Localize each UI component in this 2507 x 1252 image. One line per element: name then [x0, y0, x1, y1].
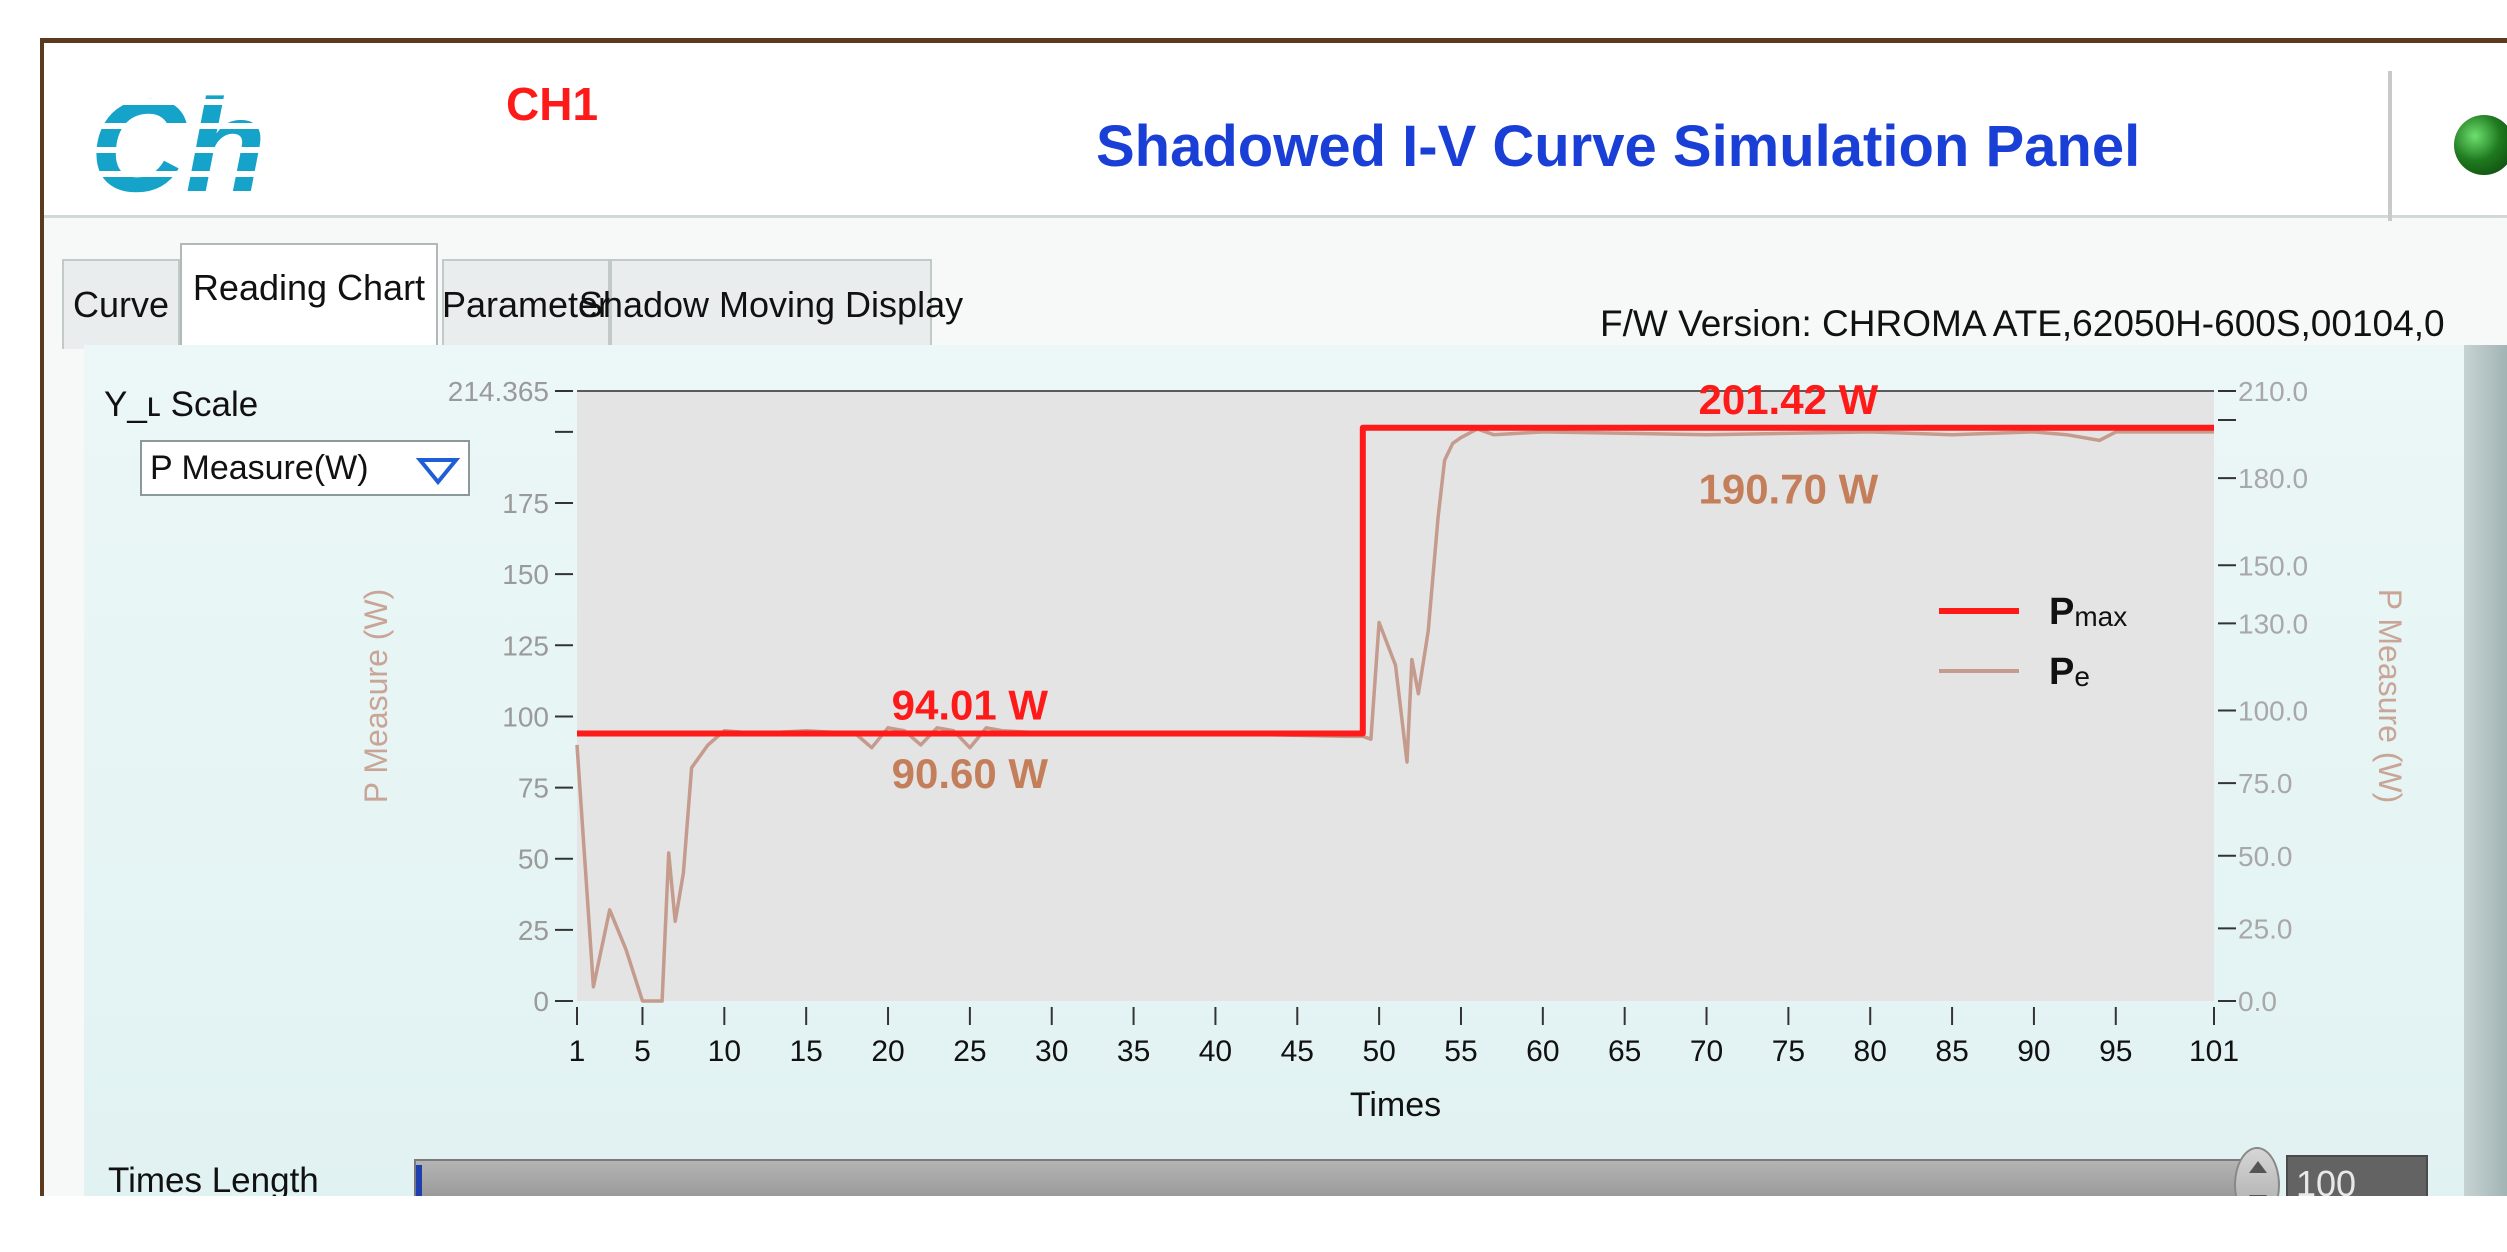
- x-tick-label: 60: [1526, 1035, 1559, 1068]
- y-left-tick-label: 25: [518, 915, 549, 946]
- x-tick-label: 70: [1690, 1035, 1723, 1068]
- tab-curve[interactable]: Curve: [62, 259, 180, 349]
- y-left-tick-label: 150: [502, 559, 549, 590]
- x-tick-label: 5: [634, 1035, 651, 1068]
- y-left-tick-label: 0: [533, 986, 549, 1017]
- y-right-tick-label: 25.0: [2238, 913, 2293, 944]
- series-line-pmax: [577, 424, 2214, 737]
- x-tick-label: 80: [1854, 1035, 1887, 1068]
- y-right-tick-label: 75.0: [2238, 768, 2293, 799]
- chroma-logo: Ch: [90, 81, 266, 201]
- slider-handle[interactable]: [416, 1165, 422, 1196]
- status-led-icon: [2454, 115, 2507, 175]
- x-tick-label: 25: [953, 1035, 986, 1068]
- times-length-value[interactable]: 100: [2286, 1155, 2428, 1196]
- x-tick-label: 45: [1281, 1035, 1314, 1068]
- y-left-tick-label: 214.365: [448, 376, 549, 407]
- x-tick-label: 20: [871, 1035, 904, 1068]
- legend-entry: Pmax: [2049, 591, 2127, 633]
- y-right-tick-label: 180.0: [2238, 463, 2308, 494]
- y-right-axis-title: P Measure (W): [2372, 589, 2408, 804]
- x-tick-label: 50: [1362, 1035, 1395, 1068]
- x-tick-label: 15: [789, 1035, 822, 1068]
- y-scale-label: Y_ʟ Scale: [104, 385, 259, 424]
- times-length-label: Times Length: [108, 1161, 319, 1196]
- y-scale-select[interactable]: P Measure(W): [140, 440, 470, 496]
- y-left-tick-label: 175: [502, 488, 549, 519]
- plot-area: [577, 391, 2214, 1001]
- y-left-tick-label: 100: [502, 701, 549, 732]
- channel-label: CH1: [506, 78, 599, 130]
- tab-bar: Curve Reading Chart Parameter Shadow Mov…: [44, 223, 2507, 353]
- x-tick-label: 10: [708, 1035, 741, 1068]
- panel-title: Shadowed I-V Curve Simulation Panel: [1096, 114, 2141, 179]
- data-label: 201.42 W: [1698, 376, 1878, 423]
- data-label: 190.70 W: [1698, 465, 1878, 512]
- data-label: 90.60 W: [892, 750, 1049, 797]
- times-length-slider[interactable]: [414, 1159, 2244, 1196]
- y-right-tick-label: 100.0: [2238, 696, 2308, 727]
- x-tick-label: 30: [1035, 1035, 1068, 1068]
- y-right-tick-label: 210.0: [2238, 376, 2308, 407]
- y-right-tick-label: 50.0: [2238, 841, 2293, 872]
- y-left-tick-label: 125: [502, 630, 549, 661]
- application-window: Ch CH1 Shadowed I-V Curve Simulation Pan…: [40, 38, 2507, 1196]
- legend-entry: Pe: [2049, 651, 2090, 693]
- header-divider: [2388, 71, 2392, 221]
- y-left-tick-label: 75: [518, 773, 549, 804]
- x-tick-label: 55: [1444, 1035, 1477, 1068]
- x-tick-label: 75: [1772, 1035, 1805, 1068]
- x-tick-label: 35: [1117, 1035, 1150, 1068]
- y-scale-selected-value: P Measure(W): [150, 448, 369, 487]
- x-tick-label: 101: [2189, 1035, 2239, 1068]
- y-left-tick-label: 50: [518, 844, 549, 875]
- y-left-axis-title: P Measure (W): [358, 589, 394, 804]
- y-right-tick-label: 0.0: [2238, 986, 2277, 1017]
- tab-reading-chart[interactable]: Reading Chart: [180, 243, 438, 351]
- y-right-tick-label: 130.0: [2238, 608, 2308, 639]
- x-tick-label: 65: [1608, 1035, 1641, 1068]
- chevron-down-icon: [416, 458, 460, 486]
- x-tick-label: 85: [1935, 1035, 1968, 1068]
- x-tick-label: 95: [2099, 1035, 2132, 1068]
- firmware-version: F/W Version: CHROMA ATE,62050H-600S,0010…: [1600, 303, 2445, 344]
- x-tick-label: 40: [1199, 1035, 1232, 1068]
- x-tick-label: 1: [569, 1035, 586, 1068]
- tab-parameter[interactable]: Parameter: [442, 259, 610, 349]
- x-axis-title: Times: [1350, 1086, 1441, 1124]
- data-label: 94.01 W: [892, 681, 1049, 728]
- tab-shadow-moving-display[interactable]: Shadow Moving Display: [579, 259, 963, 349]
- x-tick-label: 90: [2017, 1035, 2050, 1068]
- reading-chart: 0255075100125150175214.3650.025.050.075.…: [358, 376, 2408, 1124]
- header-bar: Ch CH1 Shadowed I-V Curve Simulation Pan…: [44, 43, 2507, 221]
- y-right-tick-label: 150.0: [2238, 550, 2308, 581]
- panel-edge: [2464, 345, 2507, 1196]
